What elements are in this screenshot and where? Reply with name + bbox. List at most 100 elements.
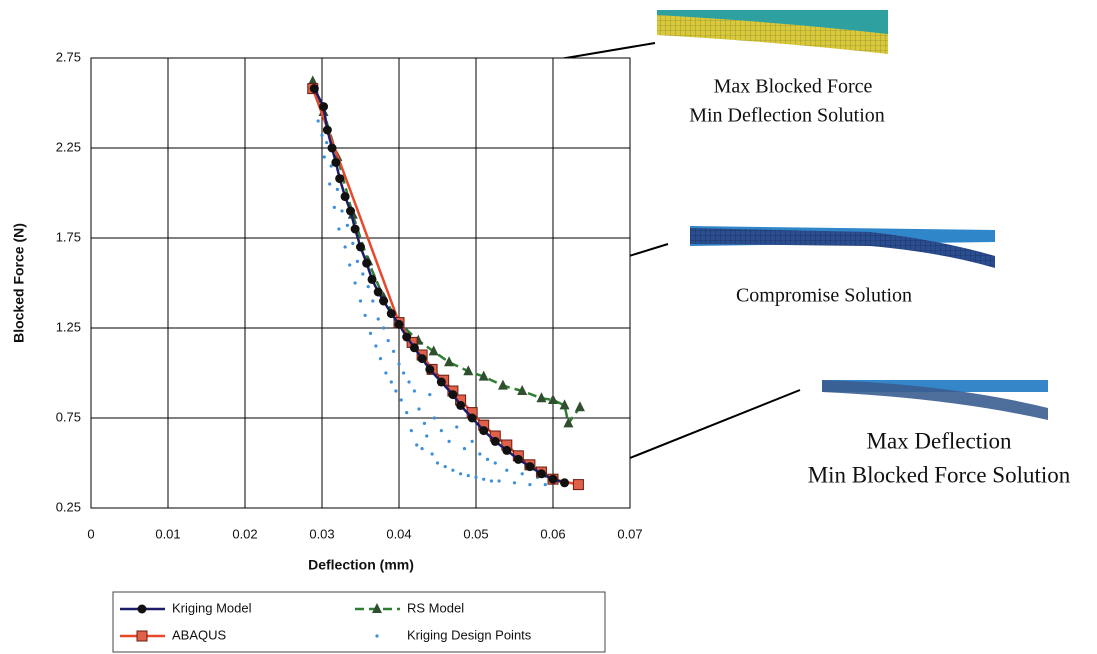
marker — [325, 141, 328, 144]
marker — [371, 299, 374, 302]
marker — [390, 380, 393, 383]
marker — [323, 155, 326, 158]
annotation: Min Blocked Force Solution — [808, 462, 1071, 487]
y-tick-label: 2.75 — [56, 49, 81, 64]
marker — [468, 414, 477, 423]
marker — [455, 425, 458, 428]
plot-area — [91, 58, 630, 508]
marker — [374, 288, 383, 297]
marker — [397, 362, 400, 365]
marker — [346, 224, 349, 227]
marker — [362, 259, 371, 268]
marker — [405, 411, 408, 414]
chart: Max Blocked Force Min Deflection Solutio… — [0, 0, 1097, 654]
marker — [335, 174, 344, 183]
marker — [367, 285, 370, 288]
marker — [447, 440, 450, 443]
marker — [479, 426, 488, 435]
marker — [418, 354, 427, 363]
marker — [425, 365, 434, 374]
marker — [344, 245, 347, 248]
marker — [433, 416, 436, 419]
marker — [437, 378, 446, 387]
x-tick-label: 0.05 — [463, 526, 488, 541]
marker — [351, 225, 360, 234]
x-tick-label: 0.03 — [309, 526, 334, 541]
marker — [333, 206, 336, 209]
marker — [560, 478, 569, 487]
marker — [421, 447, 424, 450]
marker — [394, 389, 397, 392]
marker — [459, 472, 462, 475]
marker — [423, 422, 426, 425]
marker — [448, 390, 457, 399]
marker — [361, 272, 364, 275]
marker — [348, 263, 351, 266]
marker — [428, 393, 431, 396]
annotation: Compromise Solution — [736, 285, 912, 307]
marker — [415, 443, 418, 446]
marker — [417, 407, 420, 410]
marker — [486, 458, 489, 461]
marker — [549, 475, 558, 484]
marker — [319, 102, 328, 111]
marker — [410, 429, 413, 432]
annotation: Max Deflection — [867, 428, 1012, 453]
legend-label: RS Model — [407, 600, 464, 615]
x-tick-label: 0 — [87, 526, 94, 541]
marker — [356, 243, 365, 252]
marker — [395, 320, 404, 329]
marker — [491, 437, 500, 446]
marker — [494, 461, 497, 464]
marker — [310, 84, 319, 93]
legend-marker — [138, 605, 147, 614]
marker — [402, 371, 405, 374]
marker — [364, 314, 367, 317]
marker — [337, 227, 340, 230]
beam-illustrations — [657, 10, 1048, 420]
y-axis-title: Blocked Force (N) — [11, 223, 27, 343]
marker — [514, 455, 523, 464]
marker — [400, 398, 403, 401]
marker — [521, 472, 524, 475]
marker — [537, 469, 546, 478]
marker — [331, 158, 340, 167]
marker — [340, 209, 343, 212]
x-tick-label: 0.06 — [540, 526, 565, 541]
marker — [402, 333, 411, 342]
marker — [525, 462, 534, 471]
marker — [425, 434, 428, 437]
marker — [320, 134, 323, 137]
marker — [374, 344, 377, 347]
marker — [368, 275, 377, 284]
marker — [379, 297, 388, 306]
marker — [336, 188, 339, 191]
marker — [356, 260, 359, 263]
x-tick-label: 0.02 — [232, 526, 257, 541]
legend-marker — [375, 634, 378, 637]
marker — [359, 299, 362, 302]
marker — [369, 332, 372, 335]
x-tick-label: 0.04 — [386, 526, 411, 541]
marker — [502, 446, 511, 455]
marker — [341, 192, 350, 201]
marker — [482, 478, 485, 481]
legend-label: Kriging Model — [172, 600, 252, 615]
marker — [513, 481, 516, 484]
x-tick-label: 0.07 — [617, 526, 642, 541]
marker — [431, 452, 434, 455]
marker — [392, 350, 395, 353]
y-tick-label: 0.25 — [56, 499, 81, 514]
marker — [377, 317, 380, 320]
marker — [456, 401, 465, 410]
marker — [387, 309, 396, 318]
marker — [328, 182, 331, 185]
legend-marker — [137, 631, 147, 641]
marker — [379, 357, 382, 360]
marker — [317, 119, 320, 122]
marker — [413, 389, 416, 392]
marker — [387, 339, 390, 342]
marker — [384, 371, 387, 374]
marker — [467, 474, 470, 477]
marker — [444, 465, 447, 468]
